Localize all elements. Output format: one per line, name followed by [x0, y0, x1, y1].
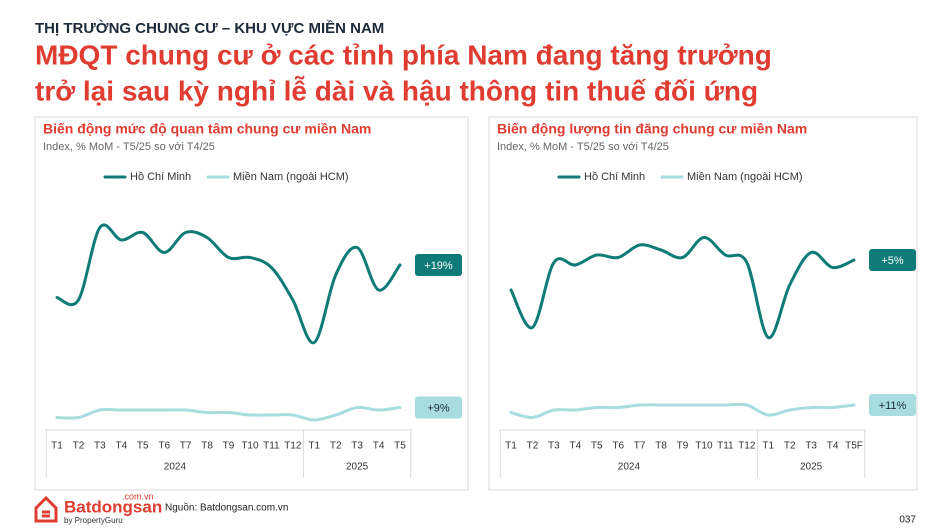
x-tick-label: T3 — [94, 441, 106, 452]
end-label: +9% — [427, 402, 450, 414]
x-tick-label: T4 — [373, 441, 385, 452]
x-tick-label: T6 — [612, 441, 624, 452]
x-tick-label: T5 — [137, 441, 149, 452]
x-tick-label: T3 — [548, 441, 560, 452]
logo: Batdongsan .com.vn by PropertyGuru — [34, 491, 162, 525]
x-tick-label: T8 — [201, 441, 213, 452]
group-label: 2025 — [800, 462, 823, 473]
line — [509, 402, 856, 420]
x-tick-label: T12 — [738, 441, 756, 452]
x-tick-label: T3 — [805, 441, 817, 452]
x-tick-label: T3 — [351, 441, 363, 452]
x-tick-label: T4 — [569, 441, 581, 452]
x-tick-label: T11 — [717, 441, 734, 452]
x-tick-label: T6 — [158, 441, 170, 452]
brand-by: by PropertyGuru — [64, 516, 123, 525]
end-label-box — [415, 254, 462, 276]
end-label: +11% — [879, 400, 907, 412]
x-tick-label: T8 — [655, 441, 667, 452]
x-tick-label: T5 — [591, 441, 603, 452]
x-tick-label: T7 — [180, 441, 192, 452]
source: Nguồn: Batdongsan.com.vn — [165, 502, 288, 514]
page-number: 037 — [899, 515, 916, 526]
x-tick-label: T1 — [51, 441, 63, 452]
x-tick-label: T10 — [241, 441, 259, 452]
x-tick-label: T5F — [845, 441, 863, 452]
x-tick-label: T9 — [677, 441, 689, 452]
end-label-box — [415, 396, 462, 419]
title: trở lại sau kỳ nghỉ lễ dài và hậu thông … — [35, 75, 758, 106]
panel — [34, 116, 469, 491]
brand-suffix: .com.vn — [122, 491, 154, 501]
x-tick-label: T5 — [394, 441, 406, 452]
x-tick-label: T12 — [284, 441, 302, 452]
legend-label: Miền Nam (ngoài HCM) — [233, 171, 349, 183]
chart-title: Biến động lượng tin đăng chung cư miền N… — [497, 121, 807, 137]
chart-subtitle: Index, % MoM - T5/25 so với T4/25 — [497, 141, 669, 153]
x-tick-label: T7 — [634, 441, 646, 452]
x-tick-label: T11 — [263, 441, 280, 452]
end-label: +19% — [424, 260, 453, 272]
legend-label: Hồ Chí Minh — [130, 171, 191, 183]
line — [509, 236, 856, 339]
x-tick-label: T2 — [527, 441, 539, 452]
x-tick-label: T2 — [330, 441, 342, 452]
legend-label: Hồ Chí Minh — [584, 171, 645, 183]
x-tick-label: T1 — [505, 441, 517, 452]
x-tick-label: T2 — [73, 441, 85, 452]
x-tick-label: T9 — [223, 441, 235, 452]
group-label: 2024 — [618, 462, 641, 473]
x-tick-label: T1 — [308, 441, 320, 452]
x-tick-label: T4 — [115, 441, 127, 452]
end-label-box — [869, 249, 916, 271]
group-label: 2024 — [164, 462, 187, 473]
x-tick-label: T4 — [827, 441, 839, 452]
brand: Batdongsan — [64, 497, 162, 516]
panel — [488, 116, 918, 491]
end-label: +5% — [881, 255, 904, 267]
kicker: THỊ TRƯỜNG CHUNG CƯ – KHU VỰC MIỀN NAM — [35, 19, 384, 37]
line — [55, 405, 402, 422]
end-label-box — [869, 394, 916, 416]
x-tick-label: T2 — [784, 441, 796, 452]
group-label: 2025 — [346, 462, 369, 473]
chart-title: Biến động mức độ quan tâm chung cư miền … — [43, 121, 371, 137]
title: MĐQT chung cư ở các tỉnh phía Nam đang t… — [35, 39, 772, 70]
line — [55, 223, 402, 345]
x-tick-label: T1 — [762, 441, 774, 452]
x-tick-label: T10 — [695, 441, 713, 452]
chart-subtitle: Index, % MoM - T5/25 so với T4/25 — [43, 141, 215, 153]
legend-label: Miền Nam (ngoài HCM) — [687, 171, 803, 183]
